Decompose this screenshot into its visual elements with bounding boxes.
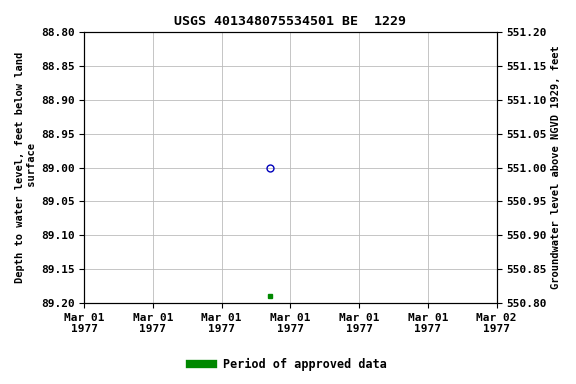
Y-axis label: Depth to water level, feet below land
 surface: Depth to water level, feet below land su… xyxy=(15,52,37,283)
Y-axis label: Groundwater level above NGVD 1929, feet: Groundwater level above NGVD 1929, feet xyxy=(551,46,561,290)
Title: USGS 401348075534501 BE  1229: USGS 401348075534501 BE 1229 xyxy=(175,15,407,28)
Legend: Period of approved data: Period of approved data xyxy=(185,354,391,376)
